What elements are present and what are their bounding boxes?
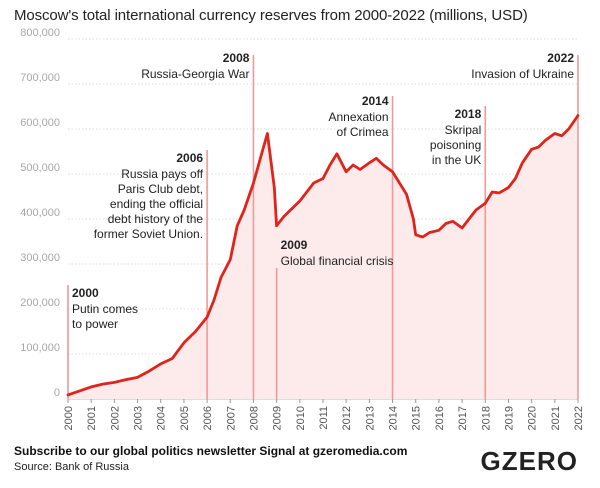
annotation-text-2018-0: Skripal xyxy=(445,123,482,137)
gzero-logo: GZERO xyxy=(480,446,578,476)
annotation-text-2009-0: Global financial crisis xyxy=(281,254,394,268)
y-axis: 0 100,000 200,000 300,000 400,000 500,000 600,… xyxy=(20,27,60,399)
x-tick-label-2002: 2002 xyxy=(109,406,121,430)
annotation-year-2014: 2014 xyxy=(362,94,389,108)
annotation-text-2006-4: former Soviet Union. xyxy=(94,227,203,241)
annotation-text-2000-1: to power xyxy=(72,317,118,331)
reserves-area xyxy=(68,115,578,399)
chart-title: Moscow's total international currency re… xyxy=(14,7,528,24)
x-tick-label-2008: 2008 xyxy=(248,406,260,430)
y-tick-label-7: 700,000 xyxy=(20,72,60,84)
annotation-text-2008-0: Russia-Georgia War xyxy=(141,67,249,81)
x-tick-label-2004: 2004 xyxy=(156,406,168,430)
annotation-text-2006-2: ending the official xyxy=(110,197,203,211)
y-tick-label-6: 600,000 xyxy=(20,117,60,129)
line-layer xyxy=(66,114,580,397)
event-markers xyxy=(67,55,579,399)
x-tick-label-2016: 2016 xyxy=(434,406,446,430)
annotation-text-2006-0: Russia pays off xyxy=(121,167,203,181)
annotation-year-2000: 2000 xyxy=(72,286,99,300)
annotation-2009: 2009 Global financial crisis xyxy=(281,238,394,268)
x-tick-label-2001: 2001 xyxy=(86,406,98,430)
annotation-year-2006: 2006 xyxy=(176,151,203,165)
annotation-text-2006-3: debt history of the xyxy=(108,212,204,226)
annotation-text-2022-0: Invasion of Ukraine xyxy=(471,67,574,81)
x-tick-label-2021: 2021 xyxy=(550,406,562,430)
newsletter-cta[interactable]: Subscribe to our global politics newslet… xyxy=(14,444,408,458)
x-axis: 2000 2001 2002 2003 2004 2005 2006 2007 2008 2009… xyxy=(63,399,585,430)
annotation-text-2000-0: Putin comes xyxy=(72,302,138,316)
x-tick-label-2014: 2014 xyxy=(388,406,400,430)
annotation-year-2009: 2009 xyxy=(281,238,308,252)
x-tick-label-2011: 2011 xyxy=(318,406,330,430)
y-tick-label-0: 0 xyxy=(54,387,60,399)
x-tick-label-2015: 2015 xyxy=(411,406,423,430)
annotation-text-2018-2: in the UK xyxy=(432,153,481,167)
annotation-year-2008: 2008 xyxy=(223,51,250,65)
annotation-text-2006-1: Paris Club debt, xyxy=(118,182,203,196)
annotation-text-2018-1: poisoning xyxy=(430,138,481,152)
x-tick-label-2003: 2003 xyxy=(133,406,145,430)
annotation-text-2014-1: of Crimea xyxy=(337,125,389,139)
annotation-year-2022: 2022 xyxy=(547,51,574,65)
y-tick-label-1: 100,000 xyxy=(20,342,60,354)
x-tick-label-2007: 2007 xyxy=(225,406,237,430)
x-tick-label-2019: 2019 xyxy=(503,406,515,430)
x-tick-label-2022: 2022 xyxy=(573,406,585,430)
y-tick-label-5: 500,000 xyxy=(20,162,60,174)
x-tick-label-2018: 2018 xyxy=(480,406,492,430)
area-layer xyxy=(68,115,578,399)
y-tick-label-3: 300,000 xyxy=(20,252,60,264)
x-tick-label-2010: 2010 xyxy=(295,406,307,430)
x-tick-label-2009: 2009 xyxy=(272,406,284,430)
y-tick-label-4: 400,000 xyxy=(20,207,60,219)
reserves-line xyxy=(66,114,580,397)
x-tick-label-2017: 2017 xyxy=(457,406,469,430)
y-tick-label-2: 200,000 xyxy=(20,297,60,309)
annotation-2022: 2022 Invasion of Ukraine xyxy=(471,51,574,81)
annotation-text-2014-0: Annexation xyxy=(328,110,388,124)
y-tick-label-8: 800,000 xyxy=(20,27,60,39)
x-tick-label-2006: 2006 xyxy=(202,406,214,430)
x-tick-label-2012: 2012 xyxy=(341,406,353,430)
annotation-year-2018: 2018 xyxy=(455,107,482,121)
x-tick-label-2013: 2013 xyxy=(364,406,376,430)
source-note: Source: Bank of Russia xyxy=(14,461,129,473)
x-tick-label-2000: 2000 xyxy=(63,406,75,430)
x-tick-label-2005: 2005 xyxy=(179,406,191,430)
annotation-2008: 2008 Russia-Georgia War xyxy=(141,51,250,81)
x-tick-label-2020: 2020 xyxy=(527,406,539,430)
